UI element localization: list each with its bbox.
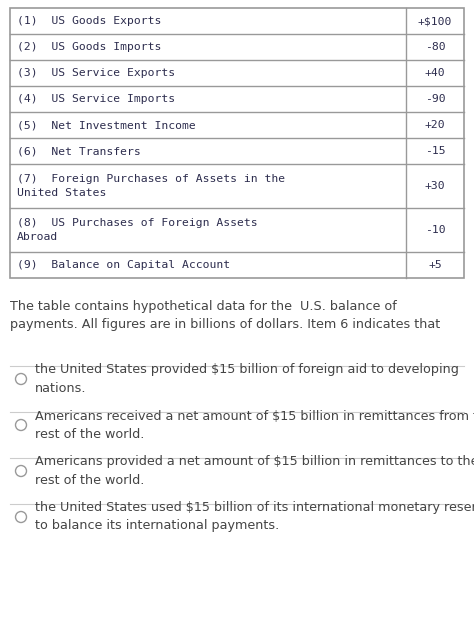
Text: -15: -15 — [425, 146, 445, 156]
Text: (1)  US Goods Exports: (1) US Goods Exports — [17, 16, 161, 26]
Text: +5: +5 — [428, 260, 442, 270]
Text: Americans provided a net amount of $15 billion in remittances to the
rest of the: Americans provided a net amount of $15 b… — [35, 456, 474, 486]
Text: -90: -90 — [425, 94, 445, 104]
Text: -10: -10 — [425, 225, 445, 235]
Text: (5)  Net Investment Income: (5) Net Investment Income — [17, 120, 196, 130]
Text: (8)  US Purchases of Foreign Assets
Abroad: (8) US Purchases of Foreign Assets Abroa… — [17, 218, 258, 242]
Text: the United States used $15 billion of its international monetary reserves
to bal: the United States used $15 billion of it… — [35, 502, 474, 532]
Text: (4)  US Service Imports: (4) US Service Imports — [17, 94, 175, 104]
Text: -80: -80 — [425, 42, 445, 52]
Text: +$100: +$100 — [418, 16, 452, 26]
Bar — [10, 8, 464, 278]
Text: (6)  Net Transfers: (6) Net Transfers — [17, 146, 141, 156]
Text: Americans received a net amount of $15 billion in remittances from the
rest of t: Americans received a net amount of $15 b… — [35, 410, 474, 440]
Text: (7)  Foreign Purchases of Assets in the
United States: (7) Foreign Purchases of Assets in the U… — [17, 174, 285, 198]
Text: (2)  US Goods Imports: (2) US Goods Imports — [17, 42, 161, 52]
Text: +40: +40 — [425, 68, 445, 78]
Text: The table contains hypothetical data for the  U.S. balance of
payments. All figu: The table contains hypothetical data for… — [10, 300, 440, 331]
Text: +30: +30 — [425, 181, 445, 191]
Text: +20: +20 — [425, 120, 445, 130]
Text: the United States provided $15 billion of foreign aid to developing
nations.: the United States provided $15 billion o… — [35, 364, 459, 394]
Text: (9)  Balance on Capital Account: (9) Balance on Capital Account — [17, 260, 230, 270]
Text: (3)  US Service Exports: (3) US Service Exports — [17, 68, 175, 78]
